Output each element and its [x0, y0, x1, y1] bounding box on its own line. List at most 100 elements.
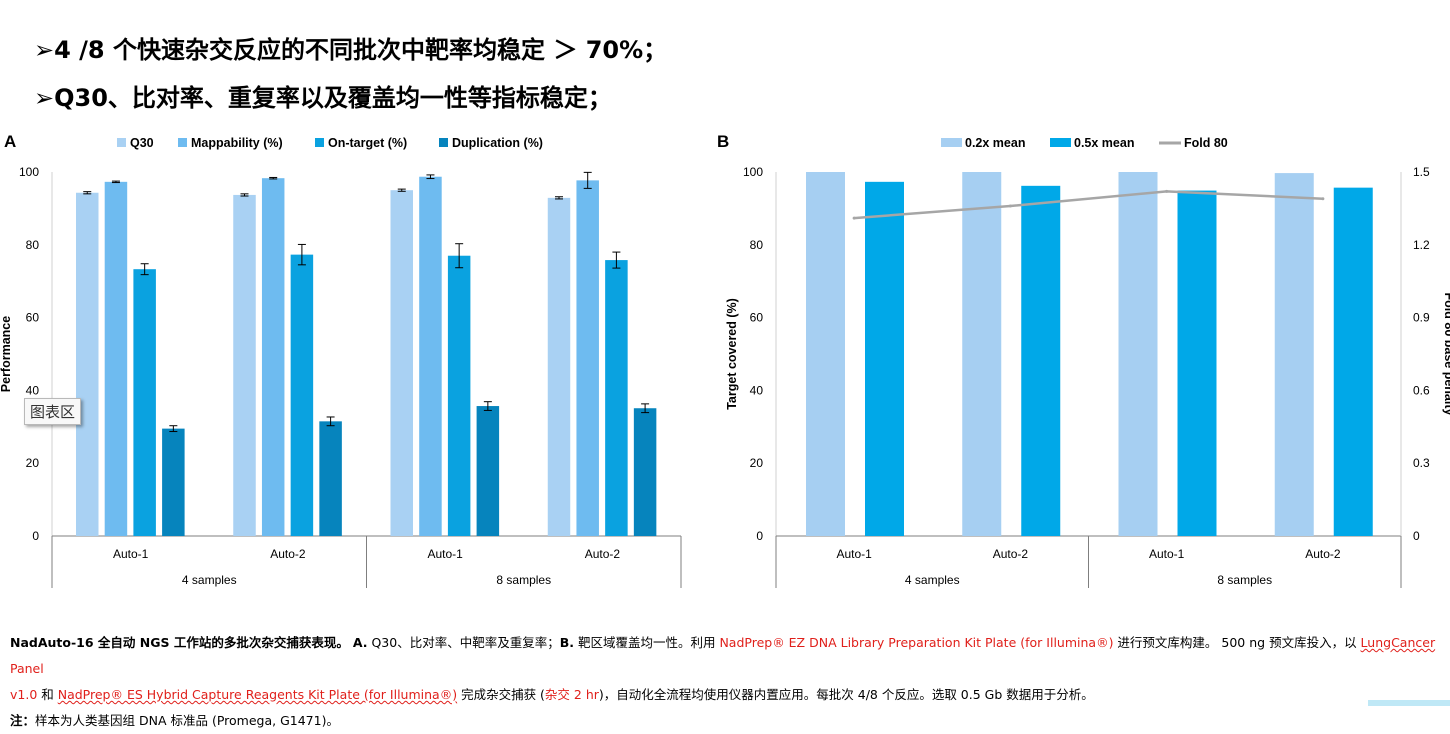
x-category-label: Auto-2: [270, 547, 306, 561]
bar: [133, 269, 156, 536]
y-tick-label: 80: [26, 238, 40, 252]
legend-swatch: [1050, 138, 1071, 147]
y2-tick-label: 0.6: [1413, 383, 1430, 397]
bar: [476, 406, 500, 536]
fold80-point: [1165, 189, 1169, 193]
y-tick-label: 20: [26, 456, 40, 470]
x-category-label: Auto-1: [1149, 547, 1185, 561]
y2-tick-label: 1.2: [1413, 238, 1430, 252]
chart-area-tooltip: 图表区: [24, 398, 82, 425]
bar: [633, 408, 657, 536]
bar: [261, 178, 285, 537]
bar: [319, 421, 342, 536]
bar: [233, 194, 256, 536]
caption-b-text: 靶区域覆盖均一性。利用: [573, 635, 720, 650]
bar: [1118, 172, 1158, 536]
legend-swatch: [439, 138, 448, 147]
caption-note-label: 注：: [10, 713, 36, 728]
legend-label: Fold 80: [1184, 136, 1228, 150]
y-tick-label: 100: [19, 165, 39, 179]
y-tick-label: 60: [26, 311, 40, 325]
x-category-label: Auto-2: [993, 547, 1029, 561]
y-axis-title: Target covered (%): [725, 298, 739, 410]
caption-a-label: A.: [352, 635, 368, 650]
bar: [104, 181, 128, 536]
bullet-metrics-stable: ➢Q30、比对率、重复率以及覆盖均一性等指标稳定；: [34, 84, 612, 112]
caption-b-label: B.: [559, 635, 574, 650]
y2-tick-label: 1.5: [1413, 165, 1430, 179]
panel-label: B: [717, 132, 729, 151]
y-axis-title: Performance: [0, 316, 13, 392]
x-group-label: 4 samples: [182, 573, 237, 587]
legend-label: Q30: [130, 136, 154, 150]
x-category-label: Auto-1: [836, 547, 872, 561]
caption-note-text: 样本为人类基因组 DNA 标准品 (Promega, G1471)。: [35, 713, 339, 728]
x-group-label: 8 samples: [1217, 573, 1272, 587]
bar: [390, 190, 413, 536]
bar: [162, 428, 185, 536]
legend-label: Duplication (%): [452, 136, 543, 150]
y2-tick-label: 0: [1413, 529, 1420, 543]
caption-mid3: 完成杂交捕获 (: [457, 687, 545, 702]
y-tick-label: 40: [26, 383, 40, 397]
caption-end: )，自动化全流程均使用仪器内置应用。每批次 4/8 个反应。选取 0.5 Gb …: [598, 687, 1094, 702]
y-tick-label: 40: [750, 383, 764, 397]
legend-swatch: [941, 138, 962, 147]
bar: [1177, 190, 1217, 536]
legend-label: 0.2x mean: [965, 136, 1025, 150]
caption-kit1: NadPrep® EZ DNA Library Preparation Kit …: [719, 635, 1114, 650]
y2-axis-title: Fold 80 base penalty: [1442, 293, 1450, 416]
caption-a-text: Q30、比对率、中靶率及重复率；: [367, 635, 560, 650]
x-category-label: Auto-2: [1305, 547, 1341, 561]
fold80-line: [854, 190, 1323, 220]
legend-label: 0.5x mean: [1074, 136, 1134, 150]
chart-b[interactable]: B 0 20 40 60 80 100 Target covered (%) Auto-1 Aut…: [700, 125, 1450, 595]
bar: [576, 180, 599, 536]
caption-panel-version: v1.0: [10, 687, 38, 702]
caption-kit2: NadPrep® ES Hybrid Capture Reagents Kit …: [57, 687, 458, 702]
x-category-label: Auto-2: [585, 547, 621, 561]
y-tick-label: 100: [743, 165, 763, 179]
bar: [1021, 185, 1061, 536]
caption-panel-name: LungCancer: [1360, 635, 1436, 650]
bar: [547, 197, 571, 536]
bar: [76, 192, 99, 537]
panel-label: A: [4, 132, 16, 151]
x-category-label: Auto-1: [427, 547, 463, 561]
legend-label: Mappability (%): [191, 136, 283, 150]
x-category-label: Auto-1: [113, 547, 149, 561]
bar: [865, 181, 904, 536]
y-tick-label: 20: [750, 456, 764, 470]
y2-tick-label: 0.9: [1413, 311, 1430, 325]
fold80-point: [1321, 197, 1325, 201]
caption-title: NadAuto-16 全自动 NGS 工作站的多批次杂交捕获表现。: [10, 635, 349, 650]
caption-hyb: 杂交 2 hr: [544, 687, 599, 702]
caption-mid1: 进行预文库构建。 500 ng 预文库投入，以: [1113, 635, 1361, 650]
bar: [1333, 187, 1373, 536]
y-tick-label: 80: [750, 238, 764, 252]
slide-corner-accent: [1368, 700, 1450, 706]
bullet-ontarget-stable: ➢4 /8 个快速杂交反应的不同批次中靶率均稳定 ＞ 70%；: [34, 36, 668, 64]
y-tick-label: 0: [756, 529, 763, 543]
x-group-label: 8 samples: [496, 573, 551, 587]
bar: [290, 254, 314, 537]
bar: [447, 255, 471, 536]
chart-a[interactable]: A 0 20 40 60 80 100 Performance Auto-1 Auto-2 Auto…: [0, 125, 700, 595]
y2-tick-label: 0.3: [1413, 456, 1430, 470]
fold80-point: [1008, 204, 1012, 208]
caption-mid2: 和: [37, 687, 58, 702]
y-tick-label: 60: [750, 311, 764, 325]
bar: [419, 176, 442, 536]
legend-swatch: [117, 138, 126, 147]
bar: [962, 172, 1002, 536]
caption-panel-word: Panel: [10, 661, 44, 676]
bar: [806, 172, 845, 536]
y-tick-label: 0: [32, 529, 39, 543]
bar: [605, 260, 628, 536]
legend-swatch: [315, 138, 324, 147]
legend-label: On-target (%): [328, 136, 407, 150]
legend-swatch: [178, 138, 187, 147]
figure-caption: NadAuto-16 全自动 NGS 工作站的多批次杂交捕获表现。 A. Q30…: [10, 630, 1445, 734]
fold80-point: [852, 216, 856, 220]
x-group-label: 4 samples: [905, 573, 960, 587]
